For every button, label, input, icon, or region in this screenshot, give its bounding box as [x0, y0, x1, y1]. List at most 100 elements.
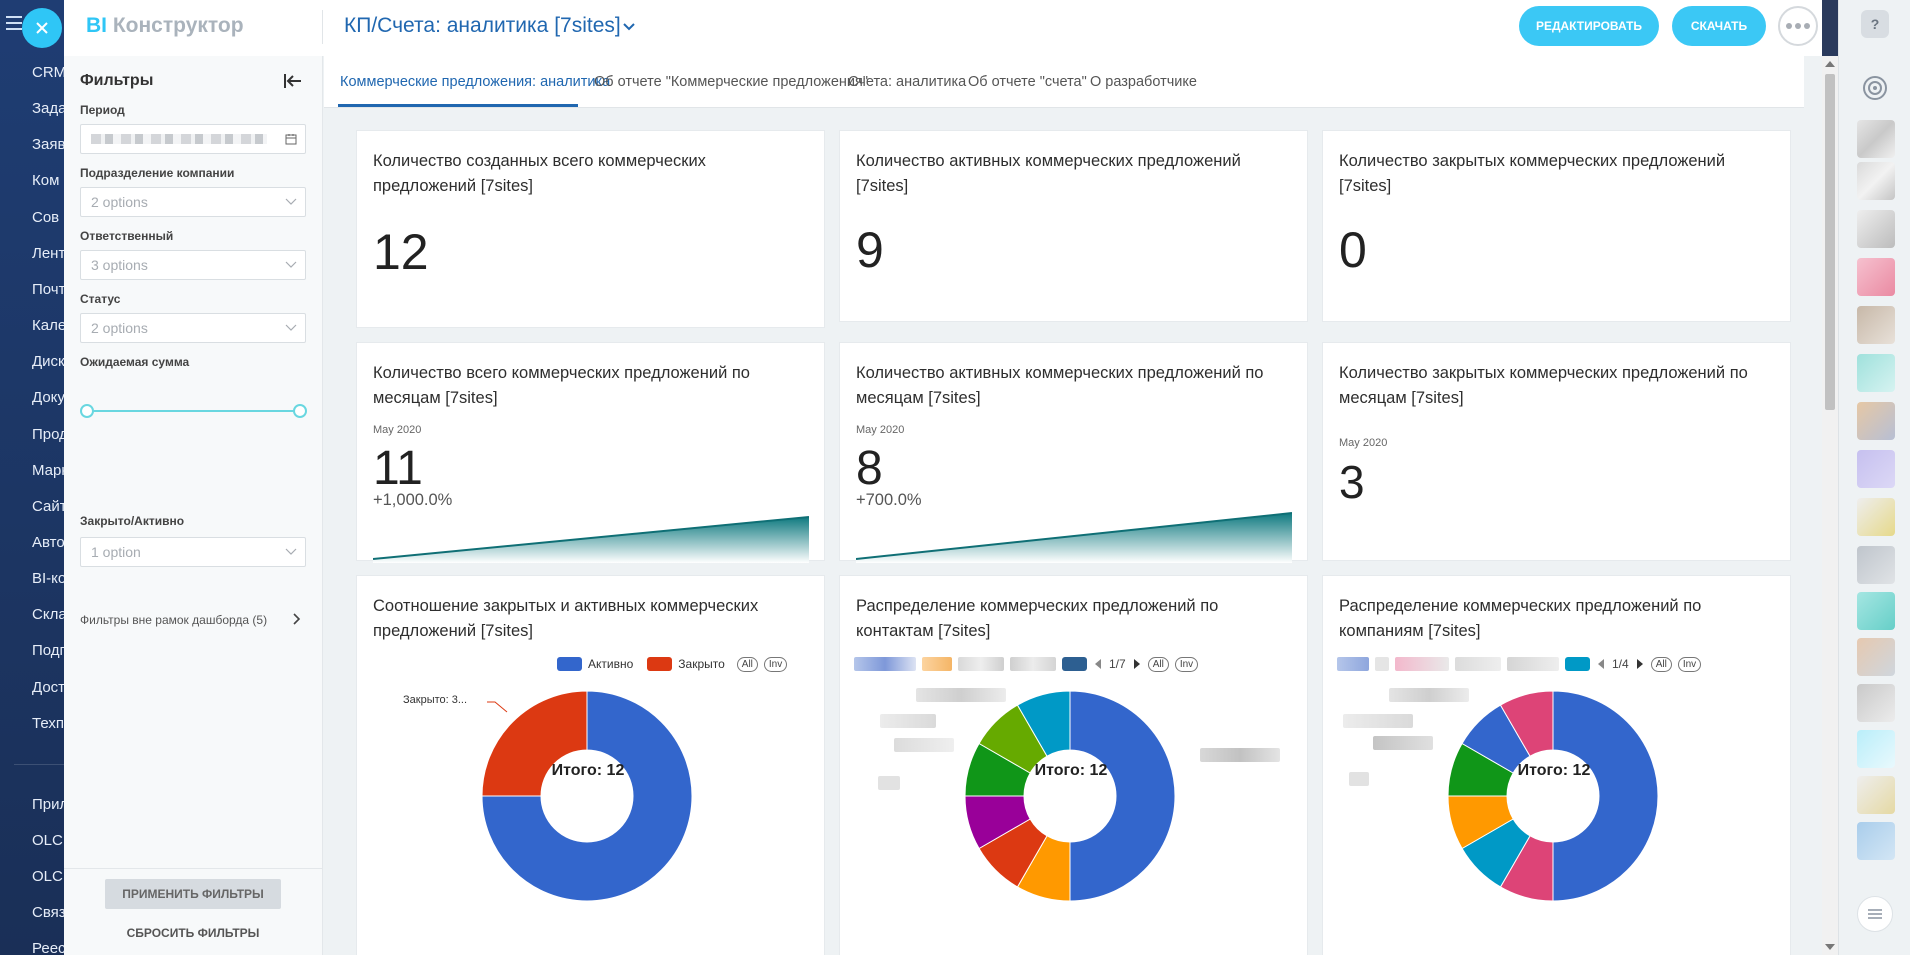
- legend-invert-button[interactable]: Inv: [1174, 656, 1199, 672]
- pie-slice[interactable]: [1016, 690, 1071, 757]
- contacts-donut[interactable]: [960, 686, 1180, 906]
- collapse-panel-icon[interactable]: [283, 72, 303, 90]
- avatar[interactable]: [1857, 498, 1895, 536]
- page-next-icon[interactable]: [1635, 658, 1645, 670]
- report-title[interactable]: КП/Счета: аналитика [7sites]: [344, 14, 621, 37]
- chevron-down-icon[interactable]: [621, 20, 637, 34]
- bg-nav-item[interactable]: Авто: [32, 534, 65, 551]
- avatar[interactable]: [1857, 684, 1895, 722]
- legend-entry-redacted[interactable]: [854, 657, 916, 671]
- radar-icon[interactable]: [1861, 74, 1889, 102]
- more-button[interactable]: [1778, 6, 1818, 46]
- content-scrollbar[interactable]: [1822, 56, 1838, 955]
- page-prev-icon[interactable]: [1093, 658, 1103, 670]
- avatar[interactable]: [1857, 638, 1895, 676]
- avatar[interactable]: [1857, 730, 1895, 768]
- legend-label-active[interactable]: Активно: [588, 657, 634, 671]
- department-select[interactable]: 2 options: [80, 187, 306, 217]
- bg-nav-item[interactable]: Кале: [32, 317, 67, 334]
- avatar[interactable]: [1857, 120, 1895, 158]
- scroll-down-arrow[interactable]: [1825, 944, 1835, 950]
- status-select[interactable]: 2 options: [80, 313, 306, 343]
- legend-entry-redacted[interactable]: [1337, 657, 1369, 671]
- calendar-icon[interactable]: [285, 133, 297, 145]
- download-button[interactable]: СКАЧАТЬ: [1672, 6, 1766, 46]
- reset-filters-button[interactable]: СБРОСИТЬ ФИЛЬТРЫ: [126, 926, 260, 940]
- bg-nav-item[interactable]: OLC: [32, 868, 63, 885]
- companies-donut[interactable]: [1443, 686, 1663, 906]
- chevron-right-icon[interactable]: [292, 612, 302, 626]
- legend-entry-redacted[interactable]: [1375, 657, 1389, 671]
- page-next-icon[interactable]: [1132, 658, 1142, 670]
- responsible-select[interactable]: 3 options: [80, 250, 306, 280]
- legend-invert-button[interactable]: Inv: [1677, 656, 1702, 672]
- sum-slider-track[interactable]: [86, 410, 300, 412]
- bg-nav-item[interactable]: Связ: [32, 904, 66, 921]
- list-icon[interactable]: [1857, 896, 1893, 932]
- report-tabs: Коммерческие предложения: аналитика Об о…: [324, 56, 1804, 108]
- tab-invoices-analytics[interactable]: Счета: аналитика: [848, 74, 967, 90]
- avatar[interactable]: [1857, 258, 1895, 296]
- bg-nav-item[interactable]: Сов: [32, 209, 60, 226]
- bg-nav-item[interactable]: Почт: [32, 281, 66, 298]
- closed-active-donut[interactable]: [477, 686, 697, 906]
- bg-nav-item[interactable]: Диск: [32, 353, 65, 370]
- avatar[interactable]: [1857, 210, 1895, 248]
- sum-slider-min-handle[interactable]: [80, 404, 94, 418]
- bg-nav-item[interactable]: Заяв: [32, 136, 66, 153]
- period-input[interactable]: [80, 124, 306, 154]
- avatar[interactable]: [1857, 354, 1895, 392]
- menu-icon[interactable]: [6, 16, 22, 30]
- page-prev-icon[interactable]: [1596, 658, 1606, 670]
- bg-nav-item[interactable]: OLC: [32, 832, 63, 849]
- bg-nav-item[interactable]: Ком: [32, 172, 60, 189]
- legend-all-button[interactable]: All: [1147, 656, 1169, 672]
- legend-all-button[interactable]: All: [1650, 656, 1672, 672]
- bg-nav-item[interactable]: Прил: [32, 796, 69, 813]
- legend-entry-redacted[interactable]: [958, 657, 1004, 671]
- pie-slice[interactable]: [1499, 690, 1554, 757]
- bg-nav-item[interactable]: Реес: [32, 940, 66, 955]
- bg-nav-item[interactable]: Зада: [32, 100, 67, 117]
- bg-nav-item[interactable]: Марк: [32, 462, 68, 479]
- bg-nav-item[interactable]: Техп: [32, 715, 64, 732]
- avatar[interactable]: [1857, 592, 1895, 630]
- legend-all-button[interactable]: All: [736, 656, 758, 672]
- bg-nav-item[interactable]: Прод: [32, 426, 68, 443]
- edit-button[interactable]: РЕДАКТИРОВАТЬ: [1519, 6, 1659, 46]
- legend-label-closed[interactable]: Закрыто: [678, 657, 725, 671]
- tab-about-proposals[interactable]: Об отчете "Коммерческие предложения": [594, 74, 869, 90]
- legend-entry-redacted[interactable]: [1455, 657, 1501, 671]
- sum-slider-max-handle[interactable]: [293, 404, 307, 418]
- close-slider-button[interactable]: [22, 8, 62, 48]
- bg-nav-item[interactable]: Скла: [32, 606, 67, 623]
- help-icon[interactable]: ?: [1861, 10, 1889, 38]
- tab-about-invoices[interactable]: Об отчете "счета": [968, 74, 1087, 90]
- apply-filters-button[interactable]: ПРИМЕНИТЬ ФИЛЬТРЫ: [105, 879, 281, 909]
- bg-nav-item[interactable]: Дост: [32, 679, 66, 696]
- outside-dashboard-filters[interactable]: Фильтры вне рамок дашборда (5): [80, 613, 268, 627]
- legend-invert-button[interactable]: Inv: [763, 656, 788, 672]
- avatar[interactable]: [1857, 546, 1895, 584]
- scrollbar-thumb[interactable]: [1825, 74, 1835, 410]
- legend-entry-redacted[interactable]: [922, 657, 952, 671]
- avatar[interactable]: [1857, 776, 1895, 814]
- legend-entry-redacted[interactable]: [1010, 657, 1056, 671]
- avatar[interactable]: [1857, 450, 1895, 488]
- legend-entry-redacted[interactable]: [1395, 657, 1449, 671]
- bg-nav-item[interactable]: Доку: [32, 389, 65, 406]
- avatar[interactable]: [1857, 402, 1895, 440]
- bg-nav-item[interactable]: Подп: [32, 642, 68, 659]
- bg-nav-item[interactable]: CRM: [32, 64, 67, 81]
- tab-proposals-analytics[interactable]: Коммерческие предложения: аналитика: [340, 74, 611, 90]
- legend-entry-redacted[interactable]: [1507, 657, 1559, 671]
- bg-nav-item[interactable]: Лент: [32, 245, 66, 262]
- scroll-up-arrow[interactable]: [1825, 61, 1835, 67]
- closed-active-select[interactable]: 1 option: [80, 537, 306, 567]
- avatar[interactable]: [1857, 306, 1895, 344]
- avatar[interactable]: [1857, 162, 1895, 200]
- bg-nav-item[interactable]: Сайт: [32, 498, 67, 515]
- bg-nav-item[interactable]: BI-ко: [32, 570, 67, 587]
- avatar[interactable]: [1857, 822, 1895, 860]
- tab-about-developer[interactable]: О разработчике: [1090, 74, 1197, 90]
